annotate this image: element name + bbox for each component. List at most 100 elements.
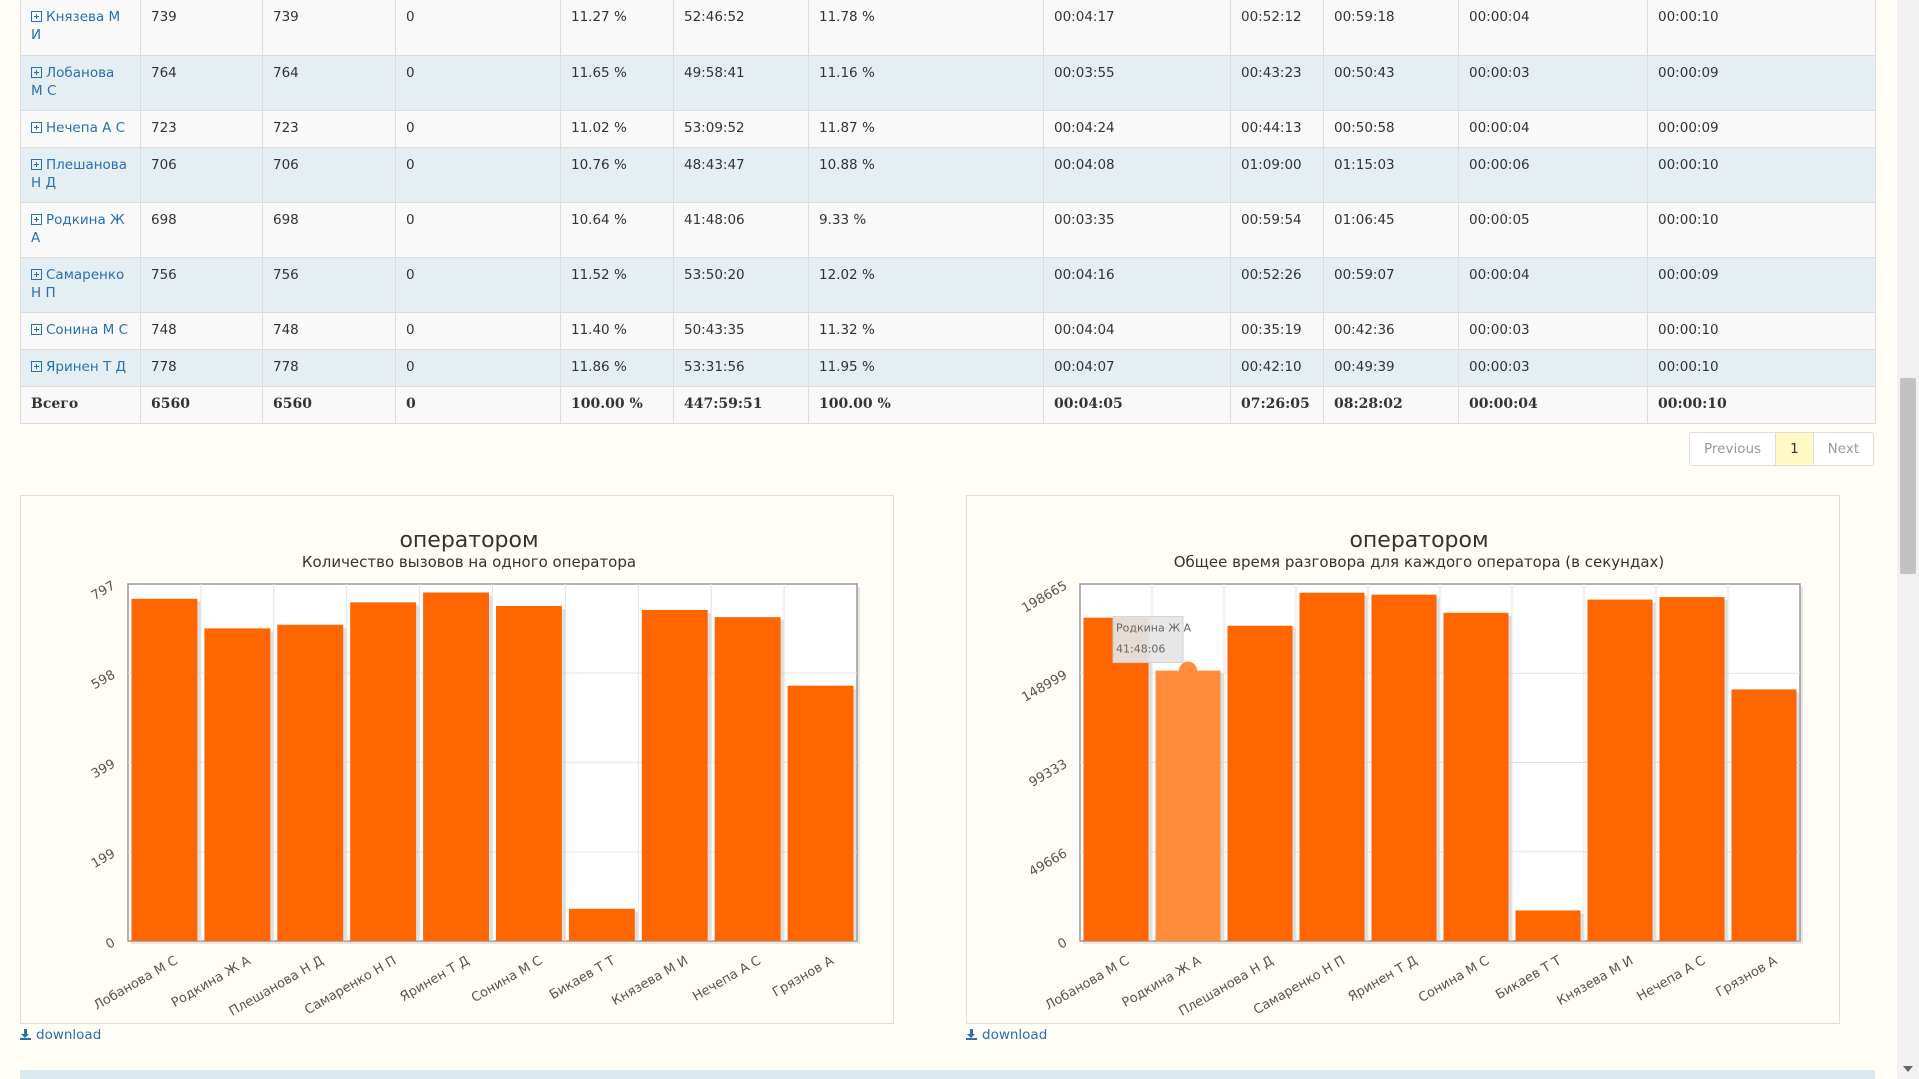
table-cell-c7: 00:04:17: [1043, 0, 1231, 56]
chart-title: оператором: [1349, 528, 1488, 553]
tooltip-value: 41:48:06: [1116, 643, 1165, 656]
table-cell-c6: 10.88 %: [808, 147, 1044, 203]
bar[interactable]: [1083, 617, 1149, 941]
bar[interactable]: [496, 605, 562, 941]
operator-expand-link[interactable]: Яринен Т Д: [31, 359, 126, 375]
report-table: Князева М И 739 739 0 11.27 % 52:46:52 11.78 %…: [20, 0, 1876, 424]
bar[interactable]: [131, 598, 198, 941]
table-row: Сонина М С 748 748 0 11.40 % 50:43:35 11.32 % 0…: [20, 312, 1876, 350]
table-row: Лобанова М С 764 764 0 11.65 % 49:58:41 11.16 …: [20, 55, 1876, 111]
pagination-next[interactable]: Next: [1812, 433, 1874, 465]
table-cell-c4: 11.27 %: [560, 0, 674, 56]
table-cell-c6: 12.02 %: [808, 257, 1044, 313]
table-cell-c5: 48:43:47: [673, 147, 809, 203]
chart-panel-calls: оператором Количество вызовов на одного о…: [20, 495, 894, 1024]
bar[interactable]: [1227, 625, 1293, 941]
operator-name: Лобанова М С: [31, 64, 115, 99]
bar[interactable]: [350, 602, 417, 941]
table-cell-c3: 0: [395, 257, 561, 313]
bar[interactable]: [277, 624, 344, 941]
x-tick-label: Нечепа А С: [690, 953, 763, 1004]
bar[interactable]: [1659, 597, 1725, 941]
table-cell-c7: 00:04:04: [1043, 312, 1231, 350]
x-tick-label: Сонина М С: [1416, 953, 1492, 1005]
table-cell-c11: 00:00:09: [1647, 110, 1876, 148]
table-cell-c8: 00:43:23: [1230, 55, 1324, 111]
table-cell-c4: 10.64 %: [560, 202, 674, 258]
table-cell-c7: 00:04:24: [1043, 110, 1231, 148]
table-cell-c4: 11.86 %: [560, 349, 674, 387]
table-cell-c4: 11.02 %: [560, 110, 674, 148]
bar[interactable]: [1587, 599, 1653, 941]
table-cell-c8: 00:52:26: [1230, 257, 1324, 313]
bar[interactable]: [714, 617, 781, 941]
table-cell-c10: 00:00:03: [1458, 312, 1648, 350]
download-link-talk-time[interactable]: download: [966, 1027, 1047, 1043]
operator-expand-link[interactable]: Родкина Ж А: [31, 212, 125, 246]
bar[interactable]: [204, 628, 271, 941]
total-cell-c1: 6560: [140, 386, 263, 424]
operator-name: Нечепа А С: [46, 119, 126, 136]
y-tick-label: 198665: [1020, 578, 1070, 616]
bar[interactable]: [1731, 689, 1797, 941]
table-cell-c2: 739: [262, 0, 396, 56]
table-cell-c1: 739: [140, 0, 263, 56]
operator-expand-link[interactable]: Сонина М С: [31, 322, 128, 338]
table-cell-c4: 11.52 %: [560, 257, 674, 313]
operator-name-cell: Князева М И: [20, 0, 141, 56]
table-cell-c7: 00:04:16: [1043, 257, 1231, 313]
table-cell-c1: 723: [140, 110, 263, 148]
pagination-page-1[interactable]: 1: [1775, 433, 1813, 465]
operator-expand-link[interactable]: Князева М И: [31, 9, 120, 43]
bar[interactable]: [1299, 592, 1365, 941]
table-cell-c5: 53:31:56: [673, 349, 809, 387]
bar[interactable]: [1515, 910, 1581, 941]
table-cell-c3: 0: [395, 55, 561, 111]
report-table-wrapper: Князева М И 739 739 0 11.27 % 52:46:52 11.78 %…: [20, 0, 1876, 424]
y-tick-label: 0: [103, 935, 118, 952]
table-cell-c6: 11.78 %: [808, 0, 1044, 56]
operator-name: Самаренко Н П: [31, 266, 125, 301]
table-cell-c8: 00:35:19: [1230, 312, 1324, 350]
bar[interactable]: [1155, 670, 1221, 941]
operator-expand-link[interactable]: Лобанова М С: [31, 65, 114, 99]
operator-expand-link[interactable]: Плешанова Н Д: [31, 157, 127, 191]
bar[interactable]: [1371, 594, 1437, 941]
operator-name: Плешанова Н Д: [31, 156, 128, 191]
y-tick-label: 148999: [1020, 668, 1070, 706]
table-cell-c5: 52:46:52: [673, 0, 809, 56]
bar[interactable]: [1443, 612, 1509, 941]
table-cell-c10: 00:00:03: [1458, 55, 1648, 111]
table-cell-c7: 00:03:55: [1043, 55, 1231, 111]
pagination: Previous 1 Next: [1689, 432, 1875, 466]
download-link-calls[interactable]: download: [20, 1027, 101, 1043]
operator-name: Родкина Ж А: [31, 211, 125, 246]
chart-subtitle: Количество вызовов на одного оператора: [302, 553, 636, 571]
y-tick-label: 0: [1055, 935, 1070, 952]
bar[interactable]: [568, 908, 635, 941]
table-cell-c3: 0: [395, 349, 561, 387]
operator-expand-link[interactable]: Нечепа А С: [31, 120, 125, 136]
total-cell-c10: 00:00:04: [1458, 386, 1648, 424]
operator-expand-link[interactable]: Самаренко Н П: [31, 267, 124, 301]
bar[interactable]: [787, 685, 854, 941]
expand-plus-icon: [31, 66, 42, 78]
table-cell-c5: 53:50:20: [673, 257, 809, 313]
bar[interactable]: [641, 609, 708, 941]
table-cell-c3: 0: [395, 202, 561, 258]
table-cell-c10: 00:00:06: [1458, 147, 1648, 203]
table-cell-c3: 0: [395, 0, 561, 56]
table-cell-c7: 00:04:08: [1043, 147, 1231, 203]
scroll-down-arrow-icon[interactable]: [1903, 1066, 1913, 1072]
table-cell-c1: 748: [140, 312, 263, 350]
pagination-previous[interactable]: Previous: [1690, 433, 1776, 465]
operator-name: Сонина М С: [46, 321, 129, 338]
bar[interactable]: [423, 592, 489, 941]
x-tick-label: Яринен Т Д: [1346, 953, 1420, 1005]
table-cell-c6: 11.95 %: [808, 349, 1044, 387]
table-cell-c6: 11.32 %: [808, 312, 1044, 350]
x-tick-label: Бикаев Т Т: [1493, 953, 1564, 1003]
table-cell-c9: 00:50:58: [1323, 110, 1459, 148]
scrollbar-thumb[interactable]: [1900, 378, 1916, 574]
